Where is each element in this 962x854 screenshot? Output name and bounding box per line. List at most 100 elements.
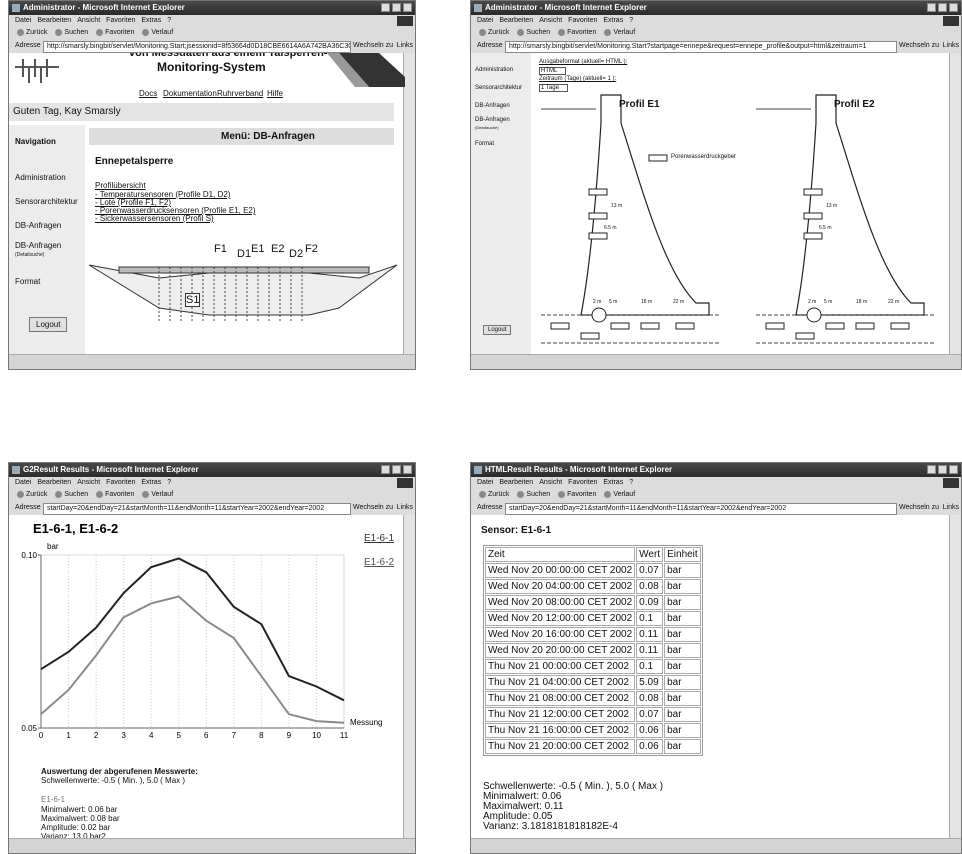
menu-item[interactable]: Extras xyxy=(603,17,624,24)
dam-label[interactable]: F2 xyxy=(305,243,318,255)
toolbar-button[interactable]: Favoriten xyxy=(567,29,597,36)
toolbar-button[interactable]: Zurück xyxy=(488,491,510,498)
profile-link[interactable]: - Temperatursensoren (Profile D1, D2) xyxy=(95,190,231,199)
toolbar-button[interactable]: Verlauf xyxy=(613,29,636,36)
toolbar-button[interactable]: Verlauf xyxy=(151,491,174,498)
menu-item[interactable]: Ansicht xyxy=(77,479,101,486)
menu-item[interactable]: Datei xyxy=(15,479,32,486)
go-button[interactable]: Wechseln zu xyxy=(353,42,393,49)
nav-item[interactable]: Administration xyxy=(15,173,66,182)
menu-item[interactable]: ? xyxy=(629,479,634,486)
legend-entry[interactable]: E1-6-2 xyxy=(364,557,394,568)
profile-link[interactable]: - Sickerwassersensoren (Profil S) xyxy=(95,214,214,223)
profile-link[interactable]: - Lote (Profile F1, F2) xyxy=(95,198,172,207)
window-button[interactable] xyxy=(392,465,401,474)
toolbar-icon[interactable] xyxy=(479,490,486,498)
toolbar-button[interactable]: Favoriten xyxy=(567,491,597,498)
links-button[interactable]: Links xyxy=(396,42,413,49)
toolbar-icon[interactable] xyxy=(604,28,612,36)
toolbar-button[interactable]: Verlauf xyxy=(613,491,636,498)
menu-item[interactable]: Bearbeiten xyxy=(37,479,72,486)
menu-item[interactable]: Favoriten xyxy=(106,479,136,486)
go-button[interactable]: Wechseln zu xyxy=(899,504,939,511)
toolbar-button[interactable]: Favoriten xyxy=(105,29,135,36)
toolbar-button[interactable]: Favoriten xyxy=(105,491,135,498)
address-field[interactable]: http://smarsly.bingbit/servlet/Monitorin… xyxy=(43,41,351,53)
window-button[interactable] xyxy=(927,465,936,474)
menu-item[interactable]: Datei xyxy=(477,479,494,486)
toolbar-icon[interactable] xyxy=(558,490,566,498)
toolbar-icon[interactable] xyxy=(604,490,612,498)
menu-item[interactable]: ? xyxy=(629,17,634,24)
window-button[interactable] xyxy=(938,3,947,12)
menu-item[interactable]: Bearbeiten xyxy=(499,479,534,486)
dam-label[interactable]: D2 xyxy=(289,248,304,260)
nav-item[interactable]: DB-Anfragen xyxy=(15,241,62,250)
window-button[interactable] xyxy=(949,465,958,474)
nav-item[interactable]: Sensorarchitektur xyxy=(475,85,523,91)
go-button[interactable]: Wechseln zu xyxy=(899,42,939,49)
nav-item[interactable]: DB-Anfragen xyxy=(15,221,62,230)
toolbar-icon[interactable] xyxy=(558,28,566,36)
header-link[interactable]: Ruhrverband xyxy=(217,89,264,98)
toolbar-button[interactable]: Suchen xyxy=(526,491,551,498)
nav-item[interactable]: Administration xyxy=(475,67,514,73)
dam-label[interactable]: E1 xyxy=(251,243,265,255)
address-field[interactable]: startDay=20&endDay=21&startMonth=11&endM… xyxy=(505,503,897,515)
window-button[interactable] xyxy=(403,3,412,12)
nav-item[interactable]: DB-Anfragen xyxy=(475,103,510,109)
overview-link[interactable]: Profilübersicht xyxy=(95,181,146,190)
window-button[interactable] xyxy=(927,3,936,12)
legend-entry[interactable]: E1-6-1 xyxy=(364,533,394,544)
nav-item[interactable]: Format xyxy=(15,277,41,286)
window-button[interactable] xyxy=(381,3,390,12)
menu-item[interactable]: Favoriten xyxy=(106,17,136,24)
toolbar-button[interactable]: Suchen xyxy=(526,29,551,36)
logout-button[interactable]: Logout xyxy=(483,325,512,335)
dam-label[interactable]: F1 xyxy=(214,243,227,255)
toolbar-icon[interactable] xyxy=(17,28,24,36)
dam-label[interactable]: S1 xyxy=(185,293,201,307)
menu-item[interactable]: Datei xyxy=(477,17,494,24)
toolbar-button[interactable]: Zurück xyxy=(488,29,510,36)
toolbar-icon[interactable] xyxy=(96,490,104,498)
menu-item[interactable]: Favoriten xyxy=(568,479,598,486)
toolbar-icon[interactable] xyxy=(479,28,486,36)
nav-item[interactable]: Sensorarchitektur xyxy=(15,197,78,206)
menu-item[interactable]: ? xyxy=(167,479,172,486)
toolbar-icon[interactable] xyxy=(17,490,24,498)
toolbar-icon[interactable] xyxy=(517,28,525,36)
menu-item[interactable]: Datei xyxy=(15,17,32,24)
toolbar-button[interactable]: Zurück xyxy=(26,491,48,498)
header-link[interactable]: Dokumentation xyxy=(163,89,217,98)
address-field[interactable]: startDay=20&endDay=21&startMonth=11&endM… xyxy=(43,503,351,515)
links-button[interactable]: Links xyxy=(942,42,959,49)
menu-item[interactable]: Extras xyxy=(141,17,162,24)
toolbar-icon[interactable] xyxy=(142,28,150,36)
toolbar-button[interactable]: Suchen xyxy=(64,491,89,498)
nav-item[interactable]: DB-Anfragen xyxy=(475,117,510,123)
dam-label[interactable]: D1 xyxy=(237,248,252,260)
menu-item[interactable]: Extras xyxy=(603,479,624,486)
toolbar-icon[interactable] xyxy=(517,490,525,498)
menu-item[interactable]: Favoriten xyxy=(568,17,598,24)
window-button[interactable] xyxy=(949,3,958,12)
toolbar-button[interactable]: Zurück xyxy=(26,29,48,36)
window-button[interactable] xyxy=(403,465,412,474)
toolbar-icon[interactable] xyxy=(142,490,150,498)
toolbar-button[interactable]: Verlauf xyxy=(151,29,174,36)
menu-item[interactable]: Ansicht xyxy=(77,17,101,24)
address-field[interactable]: http://smarsly.bingbit/servlet/Monitorin… xyxy=(505,41,897,53)
logout-button[interactable]: Logout xyxy=(29,317,68,332)
profile-link[interactable]: - Porenwasserdrucksensoren (Profile E1, … xyxy=(95,206,256,215)
links-button[interactable]: Links xyxy=(942,504,959,511)
header-link[interactable]: Hilfe xyxy=(267,89,284,98)
nav-item[interactable]: Format xyxy=(475,141,495,147)
menu-item[interactable]: Bearbeiten xyxy=(499,17,534,24)
menu-item[interactable]: Ansicht xyxy=(539,479,563,486)
window-button[interactable] xyxy=(381,465,390,474)
links-button[interactable]: Links xyxy=(396,504,413,511)
go-button[interactable]: Wechseln zu xyxy=(353,504,393,511)
window-button[interactable] xyxy=(938,465,947,474)
format-select[interactable]: HTML xyxy=(539,67,567,75)
